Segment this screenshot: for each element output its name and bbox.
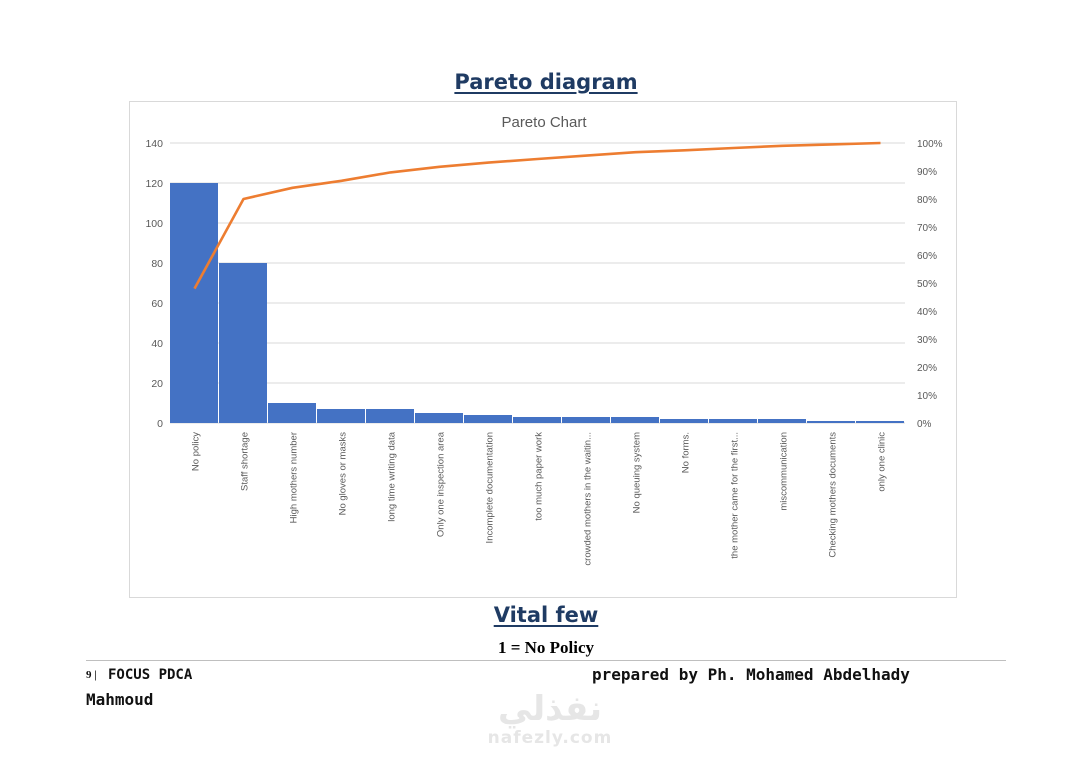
- bar-series: [170, 183, 904, 423]
- category-label: Checking mothers documents: [828, 432, 839, 558]
- category-label: No policy: [191, 432, 202, 471]
- y-right-tick-label: 50%: [917, 279, 937, 290]
- category-label: No forms.: [681, 432, 692, 473]
- bar: [709, 419, 757, 423]
- bar: [562, 417, 610, 423]
- category-label: No queuing system: [632, 432, 643, 513]
- axis-ticks: 0 20 40 60 80 100 120 140 0% 10% 20% 30% 40% 50% 60% 70…: [145, 138, 942, 430]
- category-label: Only one inspection area: [436, 431, 447, 537]
- y-right-tick-label: 30%: [917, 335, 937, 346]
- category-label: Incomplete documentation: [485, 432, 496, 543]
- bar: [660, 419, 708, 423]
- bar: [464, 415, 512, 423]
- bar: [807, 421, 855, 423]
- cumulative-line: [193, 141, 881, 290]
- category-label: crowded mothers in the waitin...: [583, 432, 594, 566]
- cumulative-line-series: [193, 141, 881, 290]
- bar: [758, 419, 806, 423]
- category-labels: No policy Staff shortage High mothers numb…: [191, 431, 888, 565]
- category-label: No gloves or masks: [338, 432, 349, 516]
- y-right-tick-label: 0%: [917, 419, 932, 430]
- bar: [317, 409, 365, 423]
- footer-divider: [86, 660, 1006, 661]
- y-right-tick-label: 60%: [917, 251, 937, 262]
- bar: [170, 183, 218, 423]
- y-left-tick-label: 0: [157, 418, 163, 430]
- y-left-tick-label: 40: [151, 338, 163, 350]
- category-label: only one clinic: [877, 432, 888, 492]
- chart-title: Pareto Chart: [501, 114, 587, 131]
- bar: [219, 263, 267, 423]
- y-right-tick-label: 90%: [917, 167, 937, 178]
- vital-few-item: 1 = No Policy: [497, 638, 595, 657]
- page-number: 9 |: [86, 669, 97, 681]
- footer-doc-label: FOCUS PDCA: [108, 667, 193, 683]
- y-left-tick-label: 80: [151, 258, 163, 270]
- footer-author: prepared by Ph. Mohamed Abdelhady: [592, 665, 910, 684]
- gridlines: [170, 142, 905, 424]
- y-left-tick-label: 60: [151, 298, 163, 310]
- bar: [856, 421, 904, 423]
- y-right-tick-label: 10%: [917, 391, 937, 402]
- category-label: Staff shortage: [240, 432, 251, 491]
- y-right-tick-label: 100%: [917, 139, 943, 150]
- watermark-logo: نفذلي: [497, 689, 603, 729]
- y-left-tick-label: 100: [145, 218, 163, 230]
- y-left-tick-label: 20: [151, 378, 163, 390]
- bar: [268, 403, 316, 423]
- y-left-tick-label: 120: [145, 178, 163, 190]
- watermark: نفذلي nafezly.com: [470, 690, 630, 748]
- vital-few-heading: Vital few: [493, 603, 599, 627]
- chart-canvas: 0 20 40 60 80 100 120 140 0% 10% 20% 30% 40% 50% 60% 70…: [145, 114, 942, 566]
- footer-author-surname: Mahmoud: [86, 690, 154, 709]
- y-right-tick-label: 20%: [917, 363, 937, 374]
- bar: [415, 413, 463, 423]
- y-right-tick-label: 40%: [917, 307, 937, 318]
- category-label: too much paper work: [534, 432, 545, 521]
- bar: [366, 409, 414, 423]
- pareto-chart: 0 20 40 60 80 100 120 140 0% 10% 20% 30% 40% 50% 60% 70…: [129, 101, 957, 598]
- watermark-url: nafezly.com: [487, 728, 613, 748]
- page-title: Pareto diagram: [454, 70, 638, 94]
- y-right-tick-label: 80%: [917, 195, 937, 206]
- category-label: High mothers number: [289, 432, 300, 523]
- bar: [513, 417, 561, 423]
- category-label: miscommunication: [779, 432, 790, 511]
- bar: [611, 417, 659, 423]
- category-label: long time writing data: [387, 431, 398, 521]
- y-right-tick-label: 70%: [917, 223, 937, 234]
- y-left-tick-label: 140: [145, 138, 163, 150]
- category-label: the mother came for the first...: [730, 432, 741, 559]
